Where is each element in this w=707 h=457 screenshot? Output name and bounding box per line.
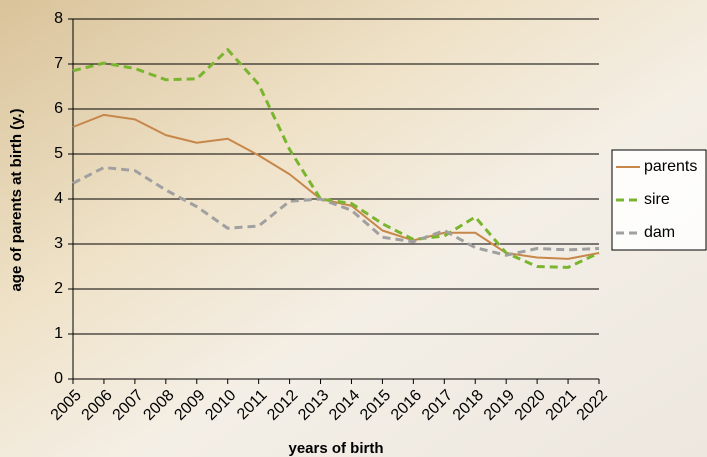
- legend-label: parents: [644, 158, 697, 175]
- y-tick-label: 2: [54, 280, 63, 297]
- x-axis-title: years of birth: [288, 440, 383, 457]
- y-tick-label: 1: [54, 325, 63, 342]
- y-tick-label: 5: [54, 145, 63, 162]
- series-line: [72, 166, 600, 257]
- legend-label: sire: [644, 191, 670, 208]
- y-tick-label: 4: [54, 190, 63, 207]
- y-tick-label: 6: [54, 100, 63, 117]
- y-tick-label: 3: [54, 235, 63, 252]
- y-tick-label: 8: [54, 10, 63, 27]
- y-tick-label: 7: [54, 55, 63, 72]
- y-axis-title: age of parents at birth (y.): [8, 108, 25, 291]
- y-tick-label: 0: [54, 370, 63, 387]
- legend-label: dam: [644, 224, 675, 241]
